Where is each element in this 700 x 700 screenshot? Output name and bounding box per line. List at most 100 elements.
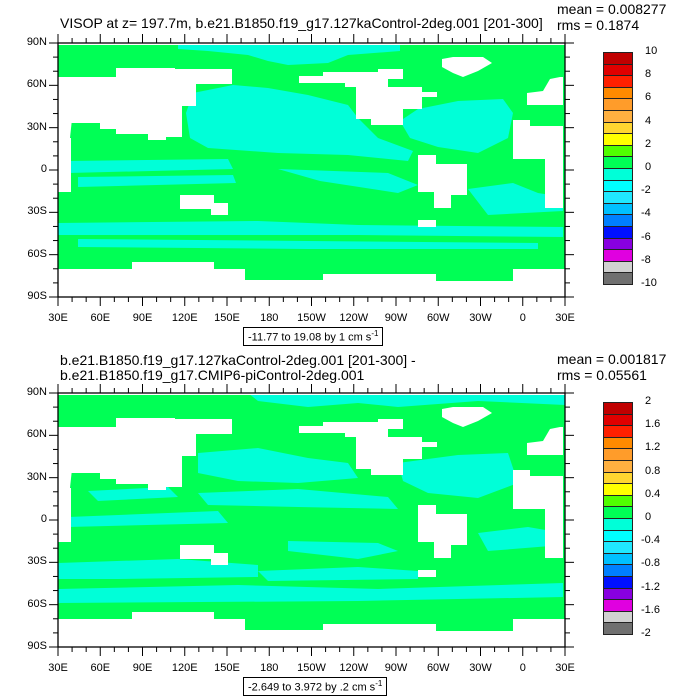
lon-label: 90W — [384, 312, 408, 324]
contour-region — [478, 527, 563, 551]
panel-top: VISOP at z= 197.7m, b.e21.B1850.f19_g17.… — [26, 1, 667, 346]
land-mask — [442, 57, 492, 77]
lon-label: 180 — [260, 312, 279, 324]
colorbar-label: 4 — [645, 114, 652, 127]
contour-region — [58, 221, 563, 237]
colorbar-label: -1.6 — [641, 603, 660, 616]
contour-region — [78, 175, 236, 187]
lon-label: 120W — [339, 312, 369, 324]
lat-label: 90S — [27, 290, 47, 302]
colorbar-label: -8 — [641, 253, 651, 266]
lon-label: 120E — [171, 312, 198, 324]
land-mask — [418, 570, 436, 577]
contour-region — [78, 239, 538, 249]
colorbar-label: -0.8 — [641, 557, 660, 570]
plot-title: VISOP at z= 197.7m, b.e21.B1850.f19_g17.… — [60, 15, 543, 31]
colorbar-label: 0 — [645, 161, 652, 173]
plot-title: b.e21.B1850.f19_g17.127kaControl-2deg.00… — [60, 352, 416, 383]
lat-label: 30S — [27, 555, 47, 568]
colorbar-label: 0 — [645, 511, 652, 523]
lat-label: 30N — [26, 120, 47, 133]
land-mask — [58, 488, 71, 542]
mean-value: mean = 0.008277 — [557, 1, 667, 17]
land-mask — [58, 138, 71, 192]
lon-label: 120W — [339, 662, 369, 674]
colorbar-label: 0.8 — [645, 464, 661, 477]
colorbar-label: 10 — [645, 45, 658, 57]
lat-label: 60N — [26, 428, 47, 441]
colorbar-label: -0.4 — [641, 534, 660, 547]
lon-label: 180 — [260, 662, 279, 674]
contour-region — [198, 448, 358, 483]
contour-region — [68, 511, 228, 527]
colorbar-label: -4 — [641, 207, 651, 220]
colorbar-label: -2 — [641, 627, 651, 639]
colorbar-label: 8 — [645, 68, 652, 81]
land-mask — [527, 77, 563, 105]
contour-region — [88, 487, 178, 501]
land-mask — [527, 427, 563, 455]
land-mask — [58, 262, 565, 297]
land-mask — [58, 68, 232, 140]
land-mask — [180, 195, 228, 215]
map-axes — [49, 384, 574, 656]
land-mask — [418, 505, 467, 558]
lon-label: 30E — [48, 662, 68, 674]
map-plot — [58, 43, 565, 297]
contour-region — [248, 393, 565, 407]
land-mask — [422, 92, 437, 97]
lon-label: 90E — [132, 312, 153, 324]
lat-label: 30S — [27, 205, 47, 218]
lon-label: 90W — [384, 662, 408, 674]
contour-region — [198, 489, 398, 509]
contour-region — [68, 159, 233, 173]
contour-region — [400, 99, 513, 153]
lat-label: 60S — [27, 597, 47, 610]
lon-label: 0 — [519, 312, 526, 324]
land-mask — [513, 120, 563, 208]
contour-region — [58, 583, 563, 603]
contour-region — [186, 85, 413, 161]
land-mask — [58, 103, 72, 138]
lon-label: 30W — [469, 312, 492, 324]
lon-label: 150E — [214, 312, 240, 324]
map-frame — [57, 392, 566, 648]
lon-label: 120E — [171, 662, 198, 674]
land-mask — [58, 418, 232, 490]
contour-region — [398, 453, 518, 498]
lon-label: 150E — [214, 662, 240, 674]
colorbar-label: 0.4 — [645, 487, 661, 500]
colorbar-box — [603, 622, 633, 635]
land-mask — [180, 545, 228, 565]
colorbar-box — [603, 272, 633, 285]
colorbar-label: 6 — [645, 91, 652, 104]
rms-value: rms = 0.1874 — [557, 17, 640, 33]
lon-label: 30E — [555, 662, 575, 674]
land-mask — [58, 453, 72, 488]
lon-label: 150W — [297, 662, 326, 674]
lon-label: 60E — [90, 312, 111, 324]
colorbar-label: 1.2 — [645, 441, 661, 454]
land-mask — [299, 419, 422, 475]
rms-value: rms = 0.05561 — [557, 367, 647, 383]
contour-region — [258, 567, 418, 581]
lon-label: 0 — [519, 662, 526, 674]
land-mask — [513, 470, 563, 558]
colorbar-label: -1.2 — [641, 580, 660, 593]
lon-label: 60E — [90, 662, 111, 674]
contour-info: -11.77 to 19.08 by 1 cm s-1 — [243, 327, 384, 346]
lon-label: 150W — [297, 312, 326, 324]
land-mask — [418, 155, 467, 208]
land-mask — [299, 69, 422, 125]
panel-bottom: b.e21.B1850.f19_g17.127kaControl-2deg.00… — [0, 350, 700, 700]
colorbar-label: 2 — [645, 395, 652, 407]
lon-label: 90E — [132, 662, 153, 674]
lat-label: 0 — [40, 513, 47, 525]
lat-label: 90N — [26, 36, 47, 48]
lat-label: 60N — [26, 78, 47, 91]
lon-label: 30E — [555, 312, 575, 324]
land-mask — [58, 612, 565, 647]
colorbar-label: -6 — [641, 230, 651, 243]
contour-region — [288, 541, 398, 559]
lat-label: 60S — [27, 247, 47, 260]
